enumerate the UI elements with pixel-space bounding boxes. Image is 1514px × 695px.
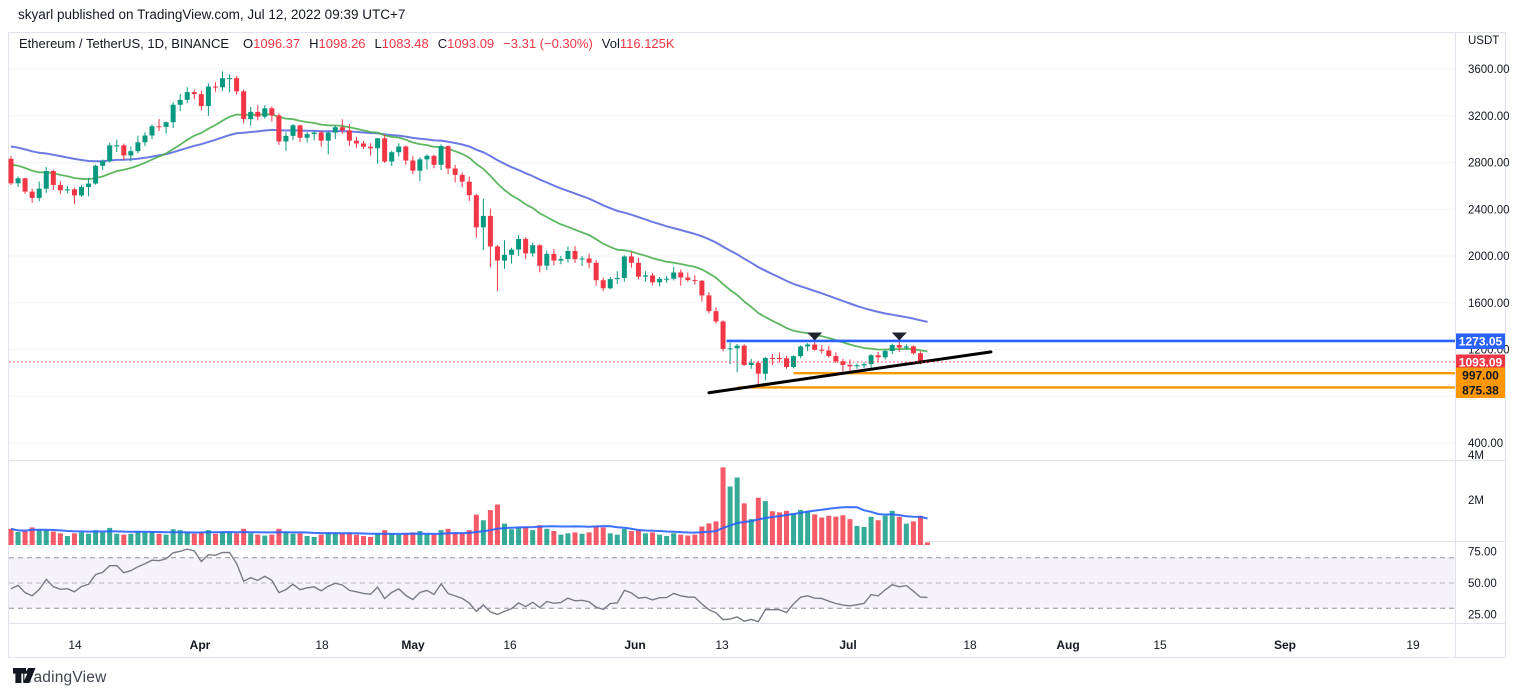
svg-text:Jun: Jun: [624, 638, 645, 652]
tradingview-logo-icon: [13, 668, 36, 683]
svg-text:75.00: 75.00: [1468, 547, 1497, 559]
svg-text:2400.00: 2400.00: [1468, 204, 1510, 216]
svg-text:997.00: 997.00: [1462, 368, 1499, 382]
price-label-resistance[interactable]: 1273.05: [1456, 333, 1505, 349]
svg-text:1600.00: 1600.00: [1468, 298, 1510, 310]
svg-text:1273.05: 1273.05: [1459, 334, 1503, 348]
svg-text:4M: 4M: [1468, 450, 1484, 462]
down-arrow-markers: [807, 332, 907, 341]
chart-legend: Ethereum / TetherUS, 1D, BINANCE O1096.37…: [19, 36, 684, 51]
svg-text:2M: 2M: [1468, 495, 1484, 507]
svg-text:25.00: 25.00: [1468, 610, 1497, 622]
tradingview-logo[interactable]: TradingView: [12, 666, 107, 690]
symbol-title[interactable]: Ethereum / TetherUS, 1D, BINANCE: [19, 36, 230, 51]
svg-text:2000.00: 2000.00: [1468, 251, 1510, 263]
svg-text:400.00: 400.00: [1468, 438, 1503, 450]
svg-text:Aug: Aug: [1056, 638, 1079, 652]
volume-ma-line: [10, 506, 928, 535]
svg-text:18: 18: [963, 638, 977, 652]
svg-text:3600.00: 3600.00: [1468, 64, 1510, 76]
ema-fast-line: [10, 113, 928, 353]
time-axis[interactable]: 14 Apr 18 May 16 Jun 13 Jul 18 Aug 15 Sep 19: [68, 638, 1420, 652]
candlestick-series: [8, 71, 930, 387]
price-label-current[interactable]: 1093.09: [1456, 354, 1505, 370]
svg-text:1093.09: 1093.09: [1459, 355, 1503, 369]
price-label-support-2[interactable]: 875.38: [1456, 382, 1505, 399]
volume-bars: [8, 467, 930, 545]
axis-currency: USDT: [1468, 35, 1499, 47]
volume-readout: Vol116.125K: [601, 36, 675, 51]
svg-text:50.00: 50.00: [1468, 578, 1497, 590]
ohlc-high: H1098.26: [309, 36, 366, 51]
svg-text:May: May: [401, 638, 425, 652]
ohlc-open: O1096.37: [243, 36, 301, 51]
svg-text:2800.00: 2800.00: [1468, 158, 1510, 170]
svg-text:19: 19: [1406, 638, 1420, 652]
svg-text:875.38: 875.38: [1462, 383, 1499, 397]
publish-header: skyarl published on TradingView.com, Jul…: [18, 7, 406, 22]
svg-text:Jul: Jul: [839, 638, 856, 652]
svg-text:18: 18: [315, 638, 329, 652]
change-value: −3.31 (−0.30%): [503, 36, 593, 51]
price-label-support-1[interactable]: 997.00: [1456, 367, 1505, 384]
rsi-pane: [9, 557, 1455, 609]
svg-text:16: 16: [503, 638, 517, 652]
svg-text:15: 15: [1153, 638, 1167, 652]
svg-text:Sep: Sep: [1274, 638, 1296, 652]
ohlc-close: C1093.09: [437, 36, 495, 51]
price-axis[interactable]: USDT 3600.00 3200.00 2800.00 2400.00 2000.00 1…: [1468, 35, 1510, 622]
svg-text:3200.00: 3200.00: [1468, 111, 1510, 123]
rsi-line: [10, 548, 928, 623]
tradingview-logo-text: TradingView: [19, 669, 107, 686]
ohlc-low: L1083.48: [374, 36, 429, 51]
svg-text:Apr: Apr: [190, 638, 211, 652]
svg-text:13: 13: [715, 638, 729, 652]
svg-text:14: 14: [68, 638, 82, 652]
drawings[interactable]: [9, 339, 1455, 395]
